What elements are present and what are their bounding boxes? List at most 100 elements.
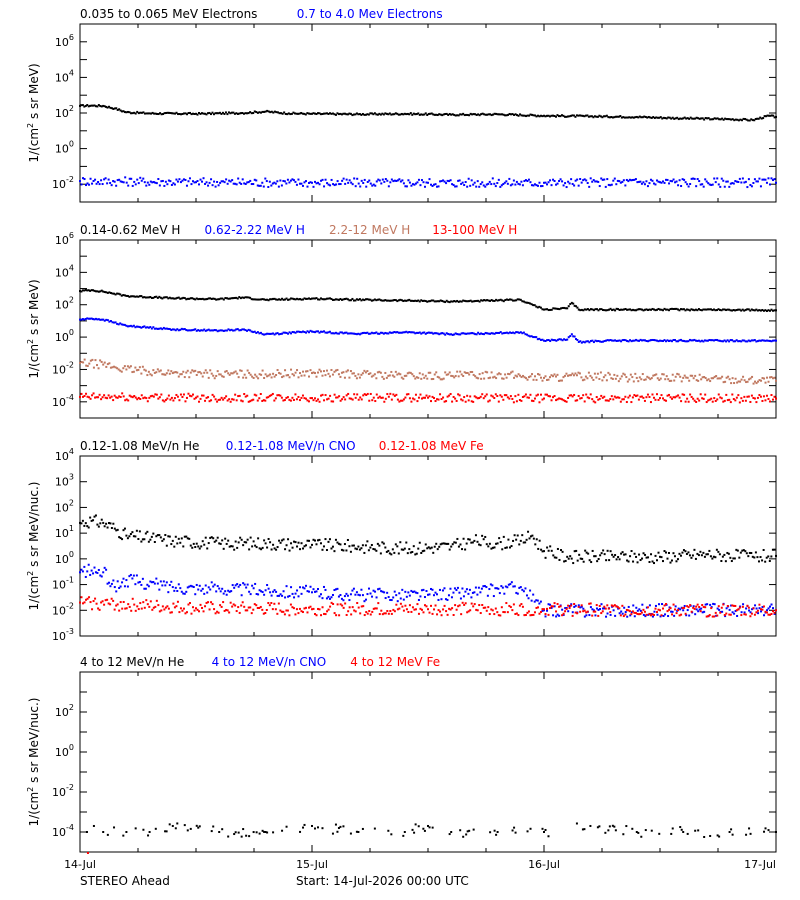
data-point (449, 587, 452, 590)
data-point (764, 178, 767, 181)
data-point (462, 332, 465, 335)
data-point (79, 362, 81, 365)
data-point (403, 547, 406, 550)
data-point (79, 395, 81, 398)
data-point (765, 310, 768, 313)
data-point (197, 545, 200, 548)
data-point (761, 608, 764, 611)
data-point (442, 113, 445, 116)
data-point (493, 375, 496, 378)
data-point (346, 298, 349, 301)
data-point (471, 113, 474, 116)
data-point (493, 546, 496, 549)
data-point (363, 113, 366, 116)
data-point (263, 298, 266, 301)
data-point (264, 298, 267, 301)
data-point (620, 552, 623, 555)
data-point (651, 560, 654, 563)
data-point (292, 398, 295, 401)
data-point (330, 297, 333, 300)
data-point (364, 371, 367, 374)
data-point (532, 593, 535, 596)
data-point (470, 400, 473, 403)
data-point (326, 182, 329, 185)
data-point (361, 331, 364, 334)
data-point (316, 539, 319, 542)
data-point (138, 580, 141, 583)
data-point (576, 612, 579, 615)
data-point (156, 296, 159, 299)
data-point (408, 397, 411, 400)
data-point (327, 608, 330, 611)
data-point (168, 823, 171, 826)
data-point (731, 604, 734, 607)
data-point (436, 613, 439, 616)
data-point (140, 295, 143, 298)
data-point (142, 111, 145, 114)
data-point (367, 298, 370, 301)
data-point (525, 538, 528, 541)
data-point (685, 117, 688, 120)
data-point (282, 610, 285, 613)
data-point (219, 181, 222, 184)
data-point (130, 609, 133, 612)
data-point (645, 396, 648, 399)
data-point (207, 586, 210, 589)
data-point (770, 612, 773, 615)
data-point (221, 828, 224, 831)
data-point (433, 332, 436, 335)
data-point (409, 371, 412, 374)
data-point (630, 401, 633, 404)
data-point (204, 399, 207, 402)
data-point (354, 547, 357, 550)
data-point (197, 111, 200, 114)
data-point (745, 607, 748, 610)
data-point (264, 373, 267, 376)
data-point (205, 601, 208, 604)
data-point (214, 398, 217, 401)
data-point (106, 291, 109, 294)
data-point (703, 610, 706, 613)
data-point (745, 552, 748, 555)
data-point (680, 185, 683, 188)
data-point (715, 117, 718, 120)
data-point (737, 308, 740, 311)
data-point (419, 607, 422, 610)
data-point (220, 112, 223, 115)
data-point (626, 559, 629, 562)
data-point (80, 318, 83, 321)
data-point (82, 395, 85, 398)
data-point (258, 607, 261, 610)
data-point (659, 555, 661, 558)
data-point (611, 824, 614, 827)
data-point (718, 608, 721, 611)
data-point (210, 536, 213, 539)
data-point (532, 400, 535, 403)
data-point (626, 116, 629, 119)
data-point (349, 593, 352, 596)
data-point (607, 399, 610, 402)
data-point (162, 538, 165, 541)
x-tick-label: 16-Jul (528, 858, 560, 871)
data-point (90, 569, 93, 572)
data-point (248, 590, 251, 593)
data-point (192, 297, 195, 300)
data-point (731, 182, 734, 185)
data-point (284, 112, 287, 115)
data-point (125, 831, 128, 833)
data-point (183, 535, 186, 538)
data-point (103, 603, 106, 606)
data-point (457, 605, 460, 608)
data-point (362, 605, 365, 608)
data-point (533, 397, 536, 400)
data-point (616, 374, 619, 377)
data-point (345, 549, 348, 552)
data-point (246, 394, 249, 397)
data-point (529, 535, 532, 538)
data-point (688, 309, 691, 312)
data-point (711, 183, 714, 186)
data-point (590, 561, 593, 564)
data-point (229, 329, 232, 332)
data-point (559, 178, 562, 181)
data-point (620, 340, 623, 343)
